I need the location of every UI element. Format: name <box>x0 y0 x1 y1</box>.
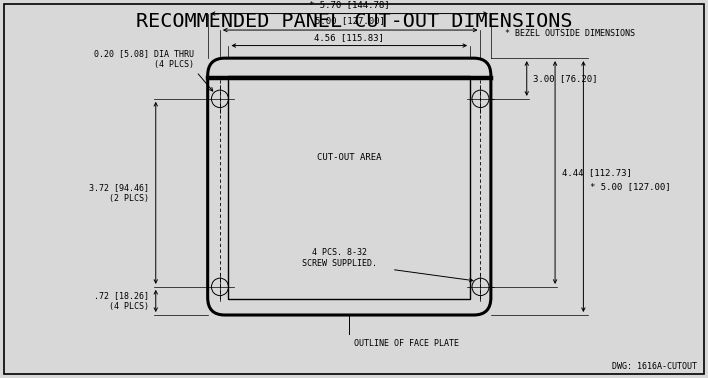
Text: 3.00 [76.20]: 3.00 [76.20] <box>533 74 598 83</box>
Text: * BEZEL OUTSIDE DIMENSIONS: * BEZEL OUTSIDE DIMENSIONS <box>505 29 635 39</box>
Text: .72 [18.26]
(4 PLCS): .72 [18.26] (4 PLCS) <box>94 291 149 311</box>
Text: CUT-OUT AREA: CUT-OUT AREA <box>317 153 382 163</box>
Text: * 5.00 [127.00]: * 5.00 [127.00] <box>590 182 670 191</box>
Text: 5.00 [127.00]: 5.00 [127.00] <box>315 16 385 25</box>
Text: 3.72 [94.46]
(2 PLCS): 3.72 [94.46] (2 PLCS) <box>89 183 149 203</box>
Text: OUTLINE OF FACE PLATE: OUTLINE OF FACE PLATE <box>354 339 459 348</box>
Text: 0.20 [5.08] DIA THRU
(4 PLCS): 0.20 [5.08] DIA THRU (4 PLCS) <box>94 50 195 69</box>
Text: 4 PCS. 8-32
SCREW SUPPLIED.: 4 PCS. 8-32 SCREW SUPPLIED. <box>302 248 377 268</box>
Text: RECOMMENDED PANEL CUT-OUT DIMENSIONS: RECOMMENDED PANEL CUT-OUT DIMENSIONS <box>136 12 572 31</box>
Text: DWG: 1616A-CUTOUT: DWG: 1616A-CUTOUT <box>612 362 697 371</box>
Bar <box>229 76 470 299</box>
Text: * 5.70 [144.78]: * 5.70 [144.78] <box>309 0 389 9</box>
Text: 4.44 [112.73]: 4.44 [112.73] <box>561 168 632 177</box>
Text: 4.56 [115.83]: 4.56 [115.83] <box>314 33 384 42</box>
